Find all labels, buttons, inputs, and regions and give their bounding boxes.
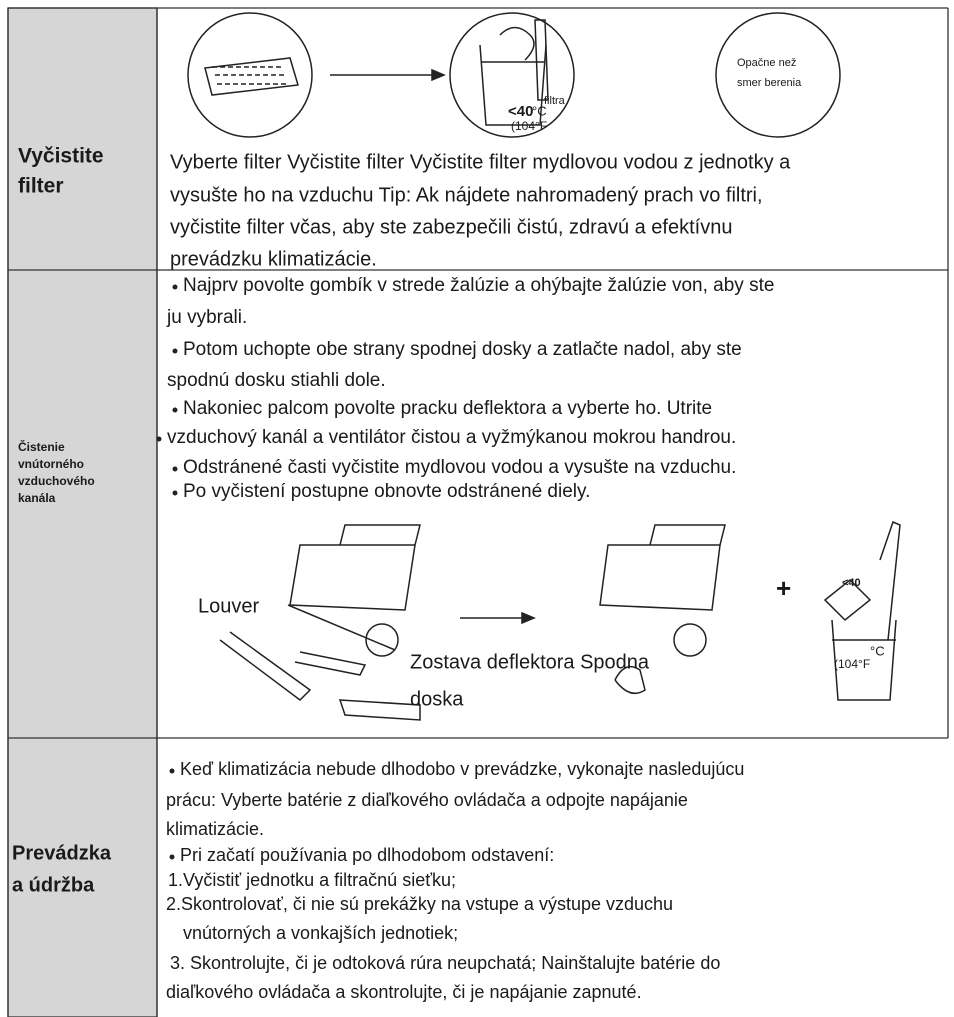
table-frame bbox=[7, 7, 949, 1017]
row-label: vnútorného bbox=[18, 457, 84, 471]
figure-label: Louver bbox=[198, 595, 259, 617]
figure-label: <40 bbox=[842, 577, 861, 589]
row-label: filter bbox=[18, 175, 64, 198]
body-line: vyčistite filter včas, aby ste zabezpeči… bbox=[170, 216, 732, 238]
figure-label: °C bbox=[870, 643, 885, 658]
figure-label: (104°F bbox=[834, 657, 870, 671]
bullet bbox=[169, 854, 175, 860]
body-line: 1.Vyčistiť jednotku a filtračnú sieťku; bbox=[168, 870, 456, 890]
body-line: Odstránené časti vyčistite mydlovou vodo… bbox=[183, 457, 736, 478]
bullet bbox=[172, 348, 178, 354]
body-line: ju vybrali. bbox=[166, 307, 247, 328]
row-label: Vyčistite bbox=[18, 145, 104, 168]
bullet bbox=[172, 284, 178, 290]
figure-label: °C bbox=[532, 103, 547, 118]
bullet bbox=[172, 407, 178, 413]
figure-label: + bbox=[776, 573, 791, 603]
body-line: prevádzku klimatizácie. bbox=[170, 248, 377, 270]
illustrations bbox=[187, 12, 901, 721]
figure-label: filtra bbox=[544, 95, 566, 107]
body-line: Pri začatí používania po dlhodobom odsta… bbox=[180, 845, 554, 865]
row-label: vzduchového bbox=[18, 474, 95, 488]
figure-label: (104°F bbox=[511, 119, 547, 133]
body-line: Vyberte filter Vyčistite filter Vyčistit… bbox=[170, 151, 791, 173]
body-line: vnútorných a vonkajších jednotiek; bbox=[183, 923, 458, 943]
body-line: vysušte ho na vzduchu Tip: Ak nájdete na… bbox=[170, 184, 763, 206]
bullet bbox=[172, 466, 178, 472]
body-line: klimatizácie. bbox=[166, 819, 264, 839]
body-line: 3. Skontrolujte, či je odtoková rúra neu… bbox=[170, 953, 720, 973]
body-line: spodnú dosku stiahli dole. bbox=[167, 370, 386, 391]
body-line: diaľkového ovládača a skontrolujte, či j… bbox=[166, 982, 642, 1002]
figure-label: Zostava deflektora Spodna bbox=[410, 651, 650, 673]
body-line: Potom uchopte obe strany spodnej dosky a… bbox=[183, 339, 742, 360]
bullet bbox=[156, 436, 162, 442]
row-label: a údržba bbox=[12, 874, 95, 896]
content: Vyčistite filter Vyberte filter Vyčistite … bbox=[12, 57, 885, 1002]
figure-label: doska bbox=[410, 688, 464, 710]
body-line: Nakoniec palcom povolte pracku deflektor… bbox=[183, 398, 712, 419]
body-line: prácu: Vyberte batérie z diaľkového ovlá… bbox=[166, 790, 688, 810]
figure-label: <40 bbox=[508, 103, 533, 120]
figure-label: Opačne než bbox=[737, 57, 796, 69]
row-label: Čistenie bbox=[18, 439, 65, 454]
row-label: kanála bbox=[18, 491, 56, 505]
body-line: Po vyčistení postupne obnovte odstránené… bbox=[183, 481, 590, 502]
bullet bbox=[172, 490, 178, 496]
bullet bbox=[169, 768, 175, 774]
body-line: 2.Skontrolovať, či nie sú prekážky na vs… bbox=[166, 894, 673, 914]
row-label: Prevádzka bbox=[12, 842, 112, 864]
figure-label: smer berenia bbox=[737, 77, 802, 89]
body-line: Keď klimatizácia nebude dlhodobo v prevá… bbox=[180, 759, 744, 779]
body-line: Najprv povolte gombík v strede žalúzie a… bbox=[183, 275, 774, 296]
body-line: vzduchový kanál a ventilátor čistou a vy… bbox=[167, 427, 736, 448]
